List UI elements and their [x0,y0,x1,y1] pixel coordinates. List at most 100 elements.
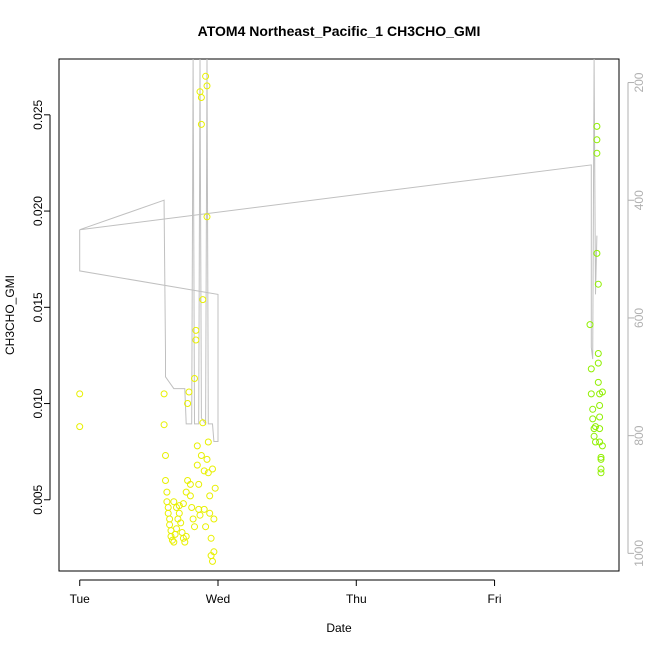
y-axis: 0.005 0.010 0.015 0.020 0.025 [31,99,51,515]
scatter-point [199,419,207,427]
scatter-point [586,321,594,329]
scatter-point [197,94,205,101]
scatter-point [203,82,211,90]
scatter-point [173,504,180,511]
scatter-point [193,461,201,469]
scatter-point [596,402,604,409]
scatter-point [594,378,602,386]
scatter-point [164,504,172,511]
scatter-point [211,484,219,492]
scatter-point [209,465,216,473]
scatter-point [203,455,211,463]
scatter-point [589,415,597,423]
y2-tick-label: 600 [632,308,646,328]
scatter-point [191,375,198,382]
scatter-point [192,326,200,334]
scatter-point [175,509,183,517]
scatter-point [177,519,185,527]
scatter-point [597,465,605,473]
y2-tick-label: 200 [632,72,646,92]
y-tick-label: 0.020 [31,196,45,226]
scatter-point [210,548,218,556]
scatter-point [162,452,169,459]
scatter-point [596,413,604,421]
scatter-point [594,350,602,357]
scatter-point [204,469,212,477]
scatter-point [170,538,178,546]
scatter-point [209,557,216,565]
scatter-point [203,213,211,221]
scatter-point [202,523,210,531]
y2-tick-label: 400 [632,190,646,210]
x-tick-label: Wed [206,592,230,606]
scatter-point [597,469,605,477]
scatter-point [191,523,198,531]
scatter-point [593,149,601,157]
scatter-point [592,438,599,446]
scatter-point [168,536,176,544]
scatter-point [163,498,171,506]
scatter-point [160,421,168,429]
scatter-point [594,359,602,367]
pressure-line-layer [79,58,598,442]
scatter-point [202,72,210,80]
scatter-point [596,425,604,433]
scatter-point [200,505,208,513]
plot-frame [58,58,620,572]
scatter-point [207,534,215,542]
scatter-point [167,532,175,540]
scatter-point [587,390,595,398]
scatter-point [182,488,190,496]
y2-tick-label: 800 [632,425,646,445]
scatter-point [210,515,218,523]
scatter-point [182,532,190,540]
y-tick-label: 0.010 [31,388,45,418]
scatter-point [173,525,180,533]
y-axis-label: CH3CHO_GMI [3,275,17,355]
scatter-point [197,452,205,459]
x-tick-label: Thu [346,592,367,606]
scatter-point [200,467,208,475]
scatter-points-layer [76,72,606,565]
scatter-point [179,500,187,508]
scatter-point [195,480,203,488]
x-axis: Tue Wed Thu Fri [70,579,502,606]
y2-tick-label: 1000 [632,540,646,567]
scatter-point [163,488,171,496]
scatter-point [164,509,172,517]
scatter-point [186,480,194,488]
x-tick-label: Fri [488,592,502,606]
scatter-point [170,498,178,506]
scatter-point [184,400,192,407]
y-tick-label: 0.015 [31,292,45,322]
scatter-point [206,509,214,517]
scatter-point [592,423,599,431]
scatter-point [166,515,174,523]
scatter-point [589,405,597,413]
scatter-point [204,438,212,446]
scatter-point [188,504,196,511]
scatter-point [597,455,605,463]
scatter-point [76,390,84,398]
x-axis-label: Date [326,621,352,635]
scatter-point [160,390,168,398]
scatter-point [597,453,605,461]
scatter-point [594,280,602,288]
y-tick-label: 0.005 [31,484,45,514]
scatter-point [206,492,214,500]
scatter-point [166,521,174,529]
scatter-point [189,515,197,523]
chart-title: ATOM4 Northeast_Pacific_1 CH3CHO_GMI [198,23,481,39]
scatter-point [185,388,193,396]
scatter-point [192,336,200,344]
scatter-point [197,120,205,128]
scatter-point [196,511,204,519]
scatter-point [162,477,169,484]
pressure-line [79,58,598,442]
scatter-point [181,538,189,546]
scatter-point [587,365,595,373]
y-tick-label: 0.025 [31,99,45,129]
y2-axis: 200 400 600 800 1000 [627,72,646,567]
scatter-point [593,249,601,257]
